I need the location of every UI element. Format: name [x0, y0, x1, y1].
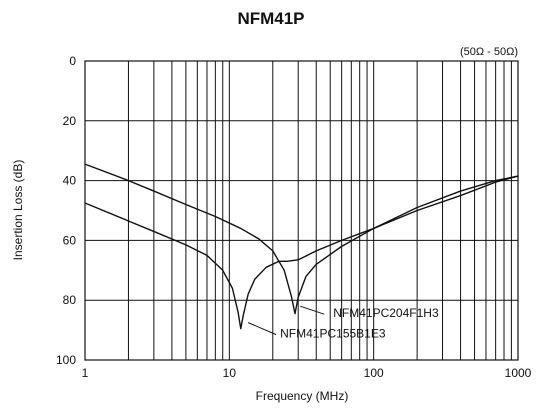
tick-labels: 1 10 100 1000 0 20 40 60 80 100: [56, 54, 532, 380]
impedance-note: (50Ω - 50Ω): [460, 46, 518, 58]
x-axis-label: Frequency (MHz): [256, 389, 349, 403]
callouts: NFM41PC204F1H3 NFM41PC155B1E3: [247, 305, 439, 341]
y-axis-label: Insertion Loss (dB): [11, 160, 25, 261]
x-tick-label: 10: [223, 366, 237, 380]
x-tick-label: 100: [364, 366, 384, 380]
chart-title: NFM41P: [237, 9, 304, 28]
callout-leader: [300, 305, 325, 315]
y-tick-label: 20: [63, 114, 77, 128]
x-tick-label: 1: [82, 366, 89, 380]
series-line-2: [84, 175, 519, 330]
y-tick-label: 60: [63, 233, 77, 247]
plot-frame: [84, 60, 519, 361]
grid-lines: [85, 61, 518, 360]
y-tick-label: 80: [63, 293, 77, 307]
callout-leader: [247, 322, 277, 336]
y-tick-label: 0: [69, 54, 76, 68]
y-tick-label: 100: [56, 353, 76, 367]
series-line-1: [84, 163, 519, 315]
x-tick-label: 1000: [505, 366, 532, 380]
y-tick-label: 40: [63, 174, 77, 188]
series-callout-label: NFM41PC204F1H3: [333, 306, 439, 320]
series-lines: [84, 163, 519, 330]
series-callout-label: NFM41PC155B1E3: [280, 327, 386, 341]
